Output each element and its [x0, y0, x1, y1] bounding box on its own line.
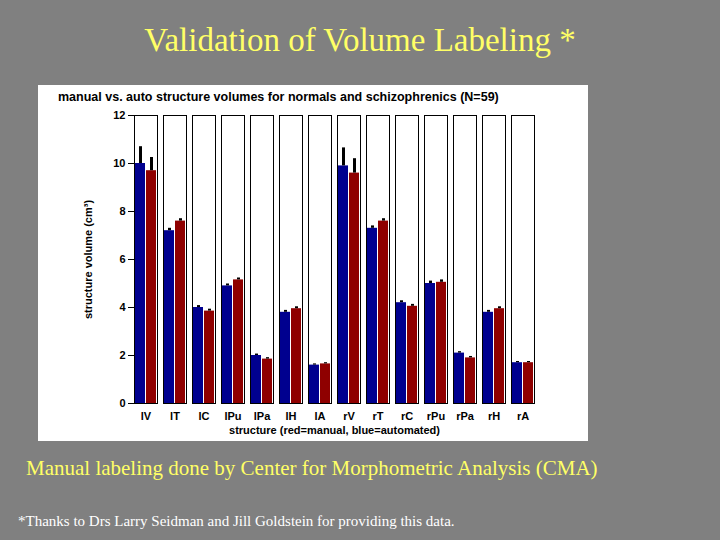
- svg-text:rV: rV: [343, 410, 355, 422]
- svg-text:10: 10: [113, 157, 125, 169]
- svg-text:4: 4: [119, 301, 126, 313]
- svg-text:structure volume (cm³): structure volume (cm³): [82, 200, 94, 320]
- svg-text:12: 12: [113, 109, 125, 121]
- svg-text:rT: rT: [373, 410, 384, 422]
- svg-text:2: 2: [119, 349, 125, 361]
- svg-text:rPu: rPu: [427, 410, 445, 422]
- svg-text:rH: rH: [488, 410, 500, 422]
- html-text:Validation of Volume Labeling: Validation of Volume Labeling *: [144, 22, 576, 58]
- svg-text:6: 6: [119, 253, 125, 265]
- svg-text:lA: lA: [315, 410, 326, 422]
- svg-text:lH: lH: [286, 410, 297, 422]
- svg-text:lC: lC: [199, 410, 210, 422]
- svg-text:rC: rC: [401, 410, 413, 422]
- svg-text:rPa: rPa: [456, 410, 475, 422]
- svg-text:structure (red=manual, blue=au: structure (red=manual, blue=automated): [229, 424, 440, 436]
- html-text:Manual labeling done by Center: Manual labeling done by Center for Morph…: [26, 456, 598, 480]
- svg-text:8: 8: [119, 205, 125, 217]
- svg-text:lT: lT: [170, 410, 180, 422]
- svg-text:rA: rA: [517, 410, 529, 422]
- html-text:*Thanks to Drs Larry Seidman a: *Thanks to Drs Larry Seidman and Jill Go…: [18, 513, 455, 529]
- svg-text:lPu: lPu: [224, 410, 241, 422]
- svg-text:0: 0: [119, 397, 125, 409]
- svg-text:lV: lV: [141, 410, 152, 422]
- svg-text:lPa: lPa: [254, 410, 271, 422]
- html-text:manual vs. auto structure volu: manual vs. auto structure volumes for no…: [58, 90, 499, 104]
